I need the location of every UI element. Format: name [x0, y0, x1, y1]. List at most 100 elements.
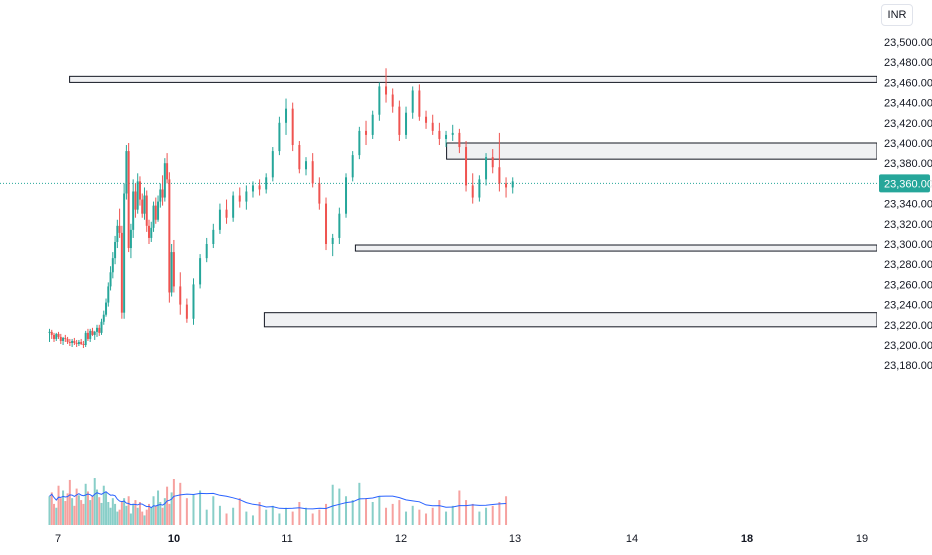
candle-body — [141, 200, 143, 214]
x-tick-label: 11 — [281, 533, 292, 545]
candle-body — [465, 147, 467, 185]
candle-body — [278, 123, 280, 151]
candle-body — [155, 206, 157, 220]
candle-body — [318, 183, 320, 203]
volume-bar — [157, 491, 159, 526]
volume-bar — [53, 504, 55, 525]
volume-bar — [71, 498, 73, 525]
volume-bar — [60, 498, 62, 525]
volume-bar — [103, 486, 105, 525]
volume-bar — [458, 491, 460, 526]
candle-body — [365, 131, 367, 135]
candle-body — [48, 332, 50, 333]
candlestick-series — [48, 68, 513, 348]
volume-bar — [146, 510, 148, 525]
volume-bar — [98, 497, 100, 525]
price-axis[interactable]: 23,500.00 23,480.00 23,460.00 23,440.00 23,4… — [884, 37, 932, 372]
volume-bar — [51, 492, 53, 525]
candle-body — [292, 109, 294, 145]
volume-bar — [137, 508, 139, 525]
volume-bar — [352, 500, 354, 525]
x-tick-label: 19 — [856, 533, 868, 545]
candle-body — [134, 191, 136, 209]
volume-bar — [239, 498, 241, 525]
candle-body — [87, 333, 89, 339]
volume-bar — [345, 496, 347, 525]
candle-body — [192, 284, 194, 318]
volume-bar — [162, 508, 164, 525]
candle-body — [162, 189, 164, 197]
volume-bar — [472, 504, 474, 525]
x-tick-label: 10 — [168, 533, 180, 545]
volume-bar — [438, 500, 440, 525]
volume-bar — [143, 515, 145, 525]
price-zone-box[interactable] — [70, 76, 877, 82]
volume-bar — [155, 506, 157, 525]
x-tick-label: 14 — [626, 533, 638, 545]
candle-body — [58, 334, 60, 337]
volume-bar — [73, 506, 75, 525]
candle-body — [98, 328, 100, 333]
candle-body — [157, 202, 159, 220]
candle-body — [179, 286, 181, 304]
candle-body — [53, 335, 55, 339]
candle-body — [392, 95, 394, 107]
volume-bar — [358, 483, 360, 525]
volume-bar — [199, 491, 201, 526]
volume-bar — [492, 506, 494, 525]
candle-body — [305, 161, 307, 169]
volume-bar — [116, 512, 118, 525]
volume-bar — [69, 480, 71, 525]
volume-bar — [119, 510, 121, 525]
volume-bar — [232, 508, 234, 525]
volume-bar — [392, 504, 394, 525]
candle-body — [82, 344, 84, 345]
candle-body — [212, 230, 214, 244]
candle-body — [121, 233, 123, 313]
y-tick-label: 23,400.00 — [884, 138, 932, 150]
candle-body — [123, 194, 125, 313]
volume-bar — [226, 514, 228, 526]
volume-bar — [405, 512, 407, 525]
volume-bar — [485, 508, 487, 525]
time-axis[interactable]: 7 10 11 12 13 14 18 19 — [55, 533, 868, 545]
volume-histogram — [48, 478, 507, 525]
candle-body — [405, 113, 407, 135]
volume-bar — [179, 483, 181, 525]
candle-body — [153, 206, 155, 228]
volume-bar — [141, 512, 143, 525]
volume-bar — [107, 502, 109, 525]
candle-body — [73, 341, 75, 343]
volume-bar — [272, 506, 274, 525]
candle-body — [332, 238, 334, 244]
candle-body — [272, 151, 274, 177]
candle-body — [325, 204, 327, 244]
volume-bar — [312, 514, 314, 526]
candle-body — [171, 252, 173, 292]
price-zone-box[interactable] — [355, 245, 877, 251]
volume-bar — [134, 500, 136, 525]
candle-body — [89, 331, 91, 339]
candle-body — [148, 226, 150, 238]
candle-body — [128, 151, 130, 248]
volume-bar — [325, 504, 327, 525]
currency-selector[interactable]: INR — [881, 4, 913, 26]
volume-bar — [78, 495, 80, 525]
volume-bar — [105, 492, 107, 525]
candle-body — [186, 305, 188, 319]
price-zone-box[interactable] — [264, 313, 877, 327]
volume-bar — [412, 506, 414, 525]
x-tick-label: 18 — [741, 533, 753, 545]
candle-body — [96, 328, 98, 332]
y-tick-label: 23,200.00 — [884, 340, 932, 352]
volume-bar — [192, 494, 194, 525]
candle-body — [472, 185, 474, 197]
y-tick-label: 23,480.00 — [884, 57, 932, 69]
volume-bar — [153, 496, 155, 525]
candle-body — [125, 151, 127, 193]
supply-demand-zones[interactable] — [70, 76, 877, 326]
candle-body — [445, 135, 447, 139]
candle-body — [71, 341, 73, 343]
price-zone-box[interactable] — [447, 143, 877, 159]
